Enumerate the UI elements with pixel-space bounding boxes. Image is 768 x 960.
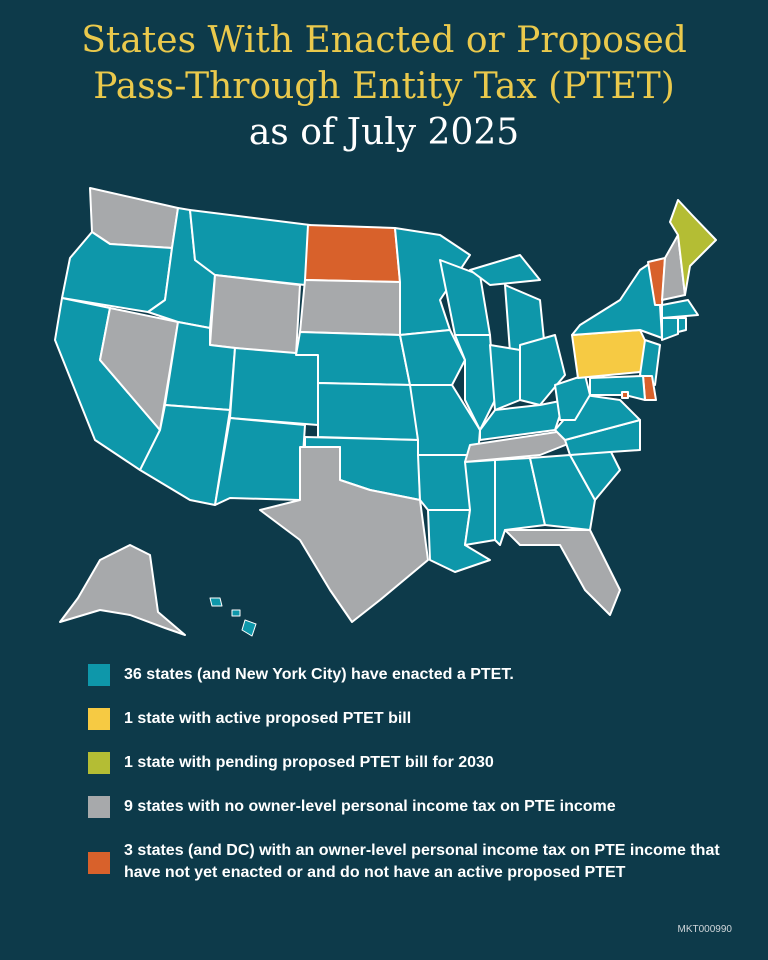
- legend-swatch: [88, 664, 110, 686]
- state-me: [669, 199, 717, 296]
- title-line-2: Pass-Through Entity Tax (PTET): [93, 66, 675, 107]
- legend-label: 3 states (and DC) with an owner-level pe…: [124, 842, 720, 881]
- state-nj: [639, 339, 661, 386]
- state-ak: [59, 544, 186, 636]
- state-hi: [209, 597, 223, 607]
- legend-label: 1 state with pending proposed PTET bill …: [124, 754, 494, 771]
- state-ia: [399, 329, 466, 386]
- state-oh: [519, 334, 566, 406]
- legend-label: 1 state with active proposed PTET bill: [124, 710, 412, 727]
- state-nd: [304, 224, 401, 283]
- legend-swatch: [88, 708, 110, 730]
- state-ny: [571, 261, 663, 339]
- state-sd: [299, 279, 401, 336]
- state-ga: [529, 454, 596, 531]
- state-wy: [209, 274, 301, 356]
- legend-swatch: [88, 852, 110, 874]
- state-nm: [214, 417, 306, 506]
- legend-item-not-enacted: 3 states (and DC) with an owner-level pe…: [88, 840, 748, 884]
- legend-label: 36 states (and New York City) have enact…: [124, 666, 514, 683]
- title-line-1: States With Enacted or Proposed: [81, 20, 687, 61]
- legend: 36 states (and New York City) have enact…: [88, 664, 748, 906]
- state-ma: [661, 299, 699, 319]
- legend-label: 9 states with no owner-level personal in…: [124, 798, 616, 815]
- state-dc: [621, 391, 629, 399]
- state-in: [489, 344, 521, 411]
- state-ri: [677, 317, 687, 333]
- state-hi: [231, 609, 241, 617]
- legend-swatch: [88, 796, 110, 818]
- legend-item-enacted: 36 states (and New York City) have enact…: [88, 664, 748, 686]
- state-md: [589, 375, 646, 401]
- state-tn: [464, 429, 579, 463]
- state-co: [229, 347, 321, 426]
- state-ms: [464, 459, 496, 546]
- legend-swatch: [88, 752, 110, 774]
- state-ks: [317, 382, 419, 441]
- state-fl: [504, 529, 621, 616]
- legend-item-no-tax: 9 states with no owner-level personal in…: [88, 796, 748, 818]
- state-mn: [394, 227, 471, 336]
- title-line-3: as of July 2025: [248, 112, 520, 153]
- state-mi: [469, 254, 541, 286]
- state-tx: [259, 446, 429, 623]
- legend-item-pending-2030: 1 state with pending proposed PTET bill …: [88, 752, 748, 774]
- state-hi: [241, 619, 257, 637]
- legend-item-active-proposed: 1 state with active proposed PTET bill: [88, 708, 748, 730]
- map-title: States With Enacted or Proposed Pass-Thr…: [0, 18, 768, 156]
- footer-code: MKT000990: [677, 924, 732, 935]
- state-ct: [661, 317, 679, 341]
